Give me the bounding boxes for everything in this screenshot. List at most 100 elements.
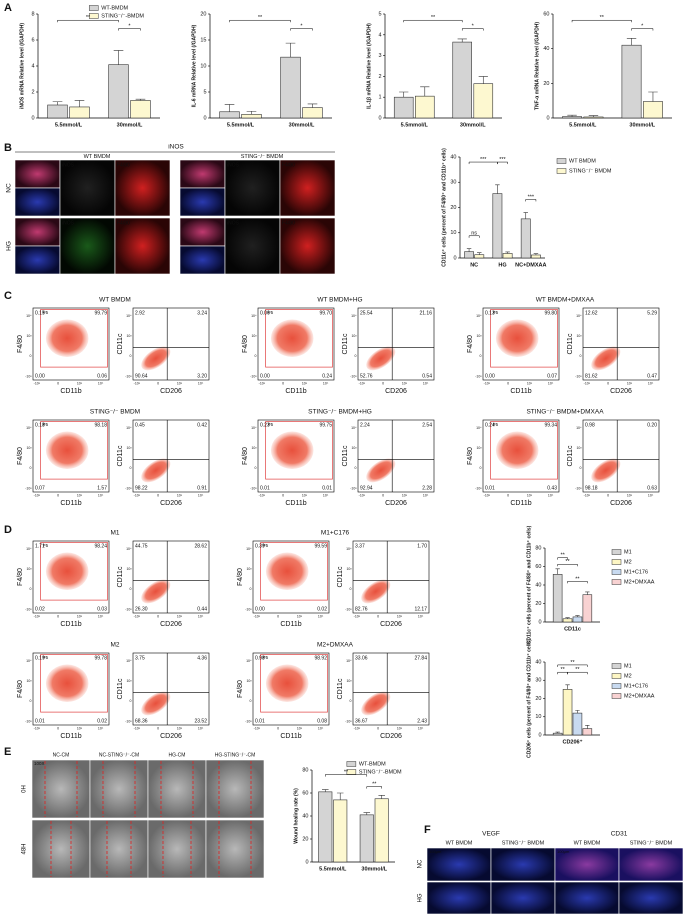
micrograph: [224, 159, 281, 217]
y-tick-label: -10²: [350, 374, 357, 378]
significance-bracket: [461, 28, 484, 31]
error-bar: [478, 76, 488, 84]
y-axis-label: CD206⁺ cells (percent of F4/80⁺ and CD11…: [526, 639, 532, 758]
x-tick-label: 10³: [397, 726, 403, 730]
x-tick-label: 10³: [77, 493, 83, 497]
error-bar: [378, 795, 386, 799]
y-tick-label: 10⁴: [351, 426, 357, 430]
quadrant-value: 0.39: [255, 543, 265, 549]
y-tick-label: 0: [250, 699, 252, 703]
x-axis-label: CD206: [385, 388, 407, 395]
x-tick-label: 10³: [397, 614, 403, 618]
bar: [583, 116, 604, 119]
x-axis-label: CD206: [385, 500, 407, 507]
x-tick-label: 10³: [77, 726, 83, 730]
x-axis-label: CD11b: [510, 500, 531, 507]
panel-letter: A: [4, 2, 12, 14]
x-tick-label: 30mmol/L: [460, 122, 486, 128]
quadrant-value: 98.22: [135, 485, 148, 491]
y-tick-label: 10⁴: [26, 659, 32, 663]
micrograph: [147, 759, 207, 819]
quadrant-value: 0.19: [35, 655, 45, 661]
cell-cloud: [45, 664, 89, 702]
y-tick-label: 0: [255, 466, 257, 470]
quadrant-value: 0.91: [197, 485, 207, 491]
magnification-label: 100X: [34, 761, 45, 766]
micrograph: [147, 819, 207, 879]
y-axis-label: F4/80: [242, 447, 249, 465]
quadrant-value: 28.62: [194, 543, 207, 549]
error-bar: [626, 37, 637, 46]
y-axis-label: CD11c: [117, 678, 124, 699]
significance-label: ***: [528, 194, 535, 200]
flow-title: M1+C176: [321, 530, 350, 537]
quadrant-value: 0.02: [317, 606, 327, 612]
x-tick-label: 0: [282, 381, 284, 385]
micrograph: [205, 759, 265, 819]
legend-swatch: [611, 579, 622, 585]
legend-swatch: [556, 158, 567, 164]
micrograph: [279, 159, 336, 217]
x-tick-label: 10⁴: [98, 614, 104, 618]
bar: [318, 791, 333, 863]
significance-label: **: [600, 15, 605, 21]
quadrant-value: 2.54: [422, 422, 432, 428]
y-tick-label: 2: [378, 74, 381, 80]
stain-label: CD31: [611, 831, 628, 838]
cell-cloud: [45, 319, 89, 357]
legend-label: M1+C176: [624, 569, 648, 575]
y-tick-label: 20: [543, 81, 549, 87]
significance-bracket: [557, 557, 568, 560]
x-tick-label: -10²: [354, 726, 361, 730]
x-tick-label: 10⁴: [98, 726, 104, 730]
x-tick-label: 0: [157, 614, 159, 618]
bar: [464, 251, 474, 259]
y-tick-label: 10⁴: [476, 314, 482, 318]
panel-letter: B: [4, 142, 12, 154]
bar: [562, 689, 573, 736]
y-tick-label: 5: [203, 89, 206, 95]
legend-label: M2+DMXAA: [624, 579, 655, 585]
error-bar: [533, 253, 539, 255]
quadrant-value: 0.07: [547, 373, 557, 379]
x-axis-label: CD11b: [285, 500, 306, 507]
significance-bracket: [567, 581, 588, 584]
bar: [562, 116, 582, 119]
micrograph: [59, 217, 116, 275]
y-axis-label: iNOS mRNA Relative level (/GAPDH): [19, 23, 25, 109]
y-tick-label: 4: [31, 63, 34, 69]
y-axis-label: CD11c: [117, 566, 124, 587]
y-tick-label: 10³: [346, 679, 352, 683]
legend-label: WT-BMDM: [101, 5, 128, 11]
flow-title: STING⁻/⁻ BMDM+DMXAA: [526, 409, 604, 416]
y-tick-label: 0: [30, 354, 32, 358]
bar: [473, 83, 494, 119]
y-axis-label: CD11c⁺ cells (percent of F4/80⁺ and CD11…: [526, 525, 532, 644]
micrograph: [31, 759, 91, 819]
quadrant-value: 0.01: [35, 718, 45, 724]
y-tick-label: -10²: [345, 607, 352, 611]
x-tick-label: -10²: [584, 493, 591, 497]
x-tick-label: 10⁴: [548, 493, 554, 497]
legend-label: M1+C176: [624, 683, 648, 689]
bar: [415, 95, 435, 119]
significance-bracket: [631, 28, 654, 31]
error-bar: [523, 212, 528, 219]
cell-cloud: [270, 431, 314, 469]
quadrant-value: 0.00: [255, 606, 265, 612]
x-tick-label: 10³: [297, 726, 303, 730]
x-tick-label: -10²: [259, 493, 266, 497]
error-bar: [505, 251, 510, 254]
significance-bracket: [325, 774, 368, 777]
cell-cloud: [591, 458, 621, 483]
quadrant-value: 5.29: [647, 310, 657, 316]
y-tick-label: 40: [535, 659, 541, 665]
y-tick-label: -10²: [125, 374, 132, 378]
y-tick-label: 10³: [476, 334, 482, 338]
y-tick-label: 0: [538, 619, 541, 625]
bar: [474, 254, 485, 259]
panel-letter: E: [4, 746, 11, 758]
y-tick-label: 20: [302, 836, 308, 842]
x-axis-label: CD206: [160, 500, 182, 507]
quadrant-value: 27.84: [414, 655, 427, 661]
